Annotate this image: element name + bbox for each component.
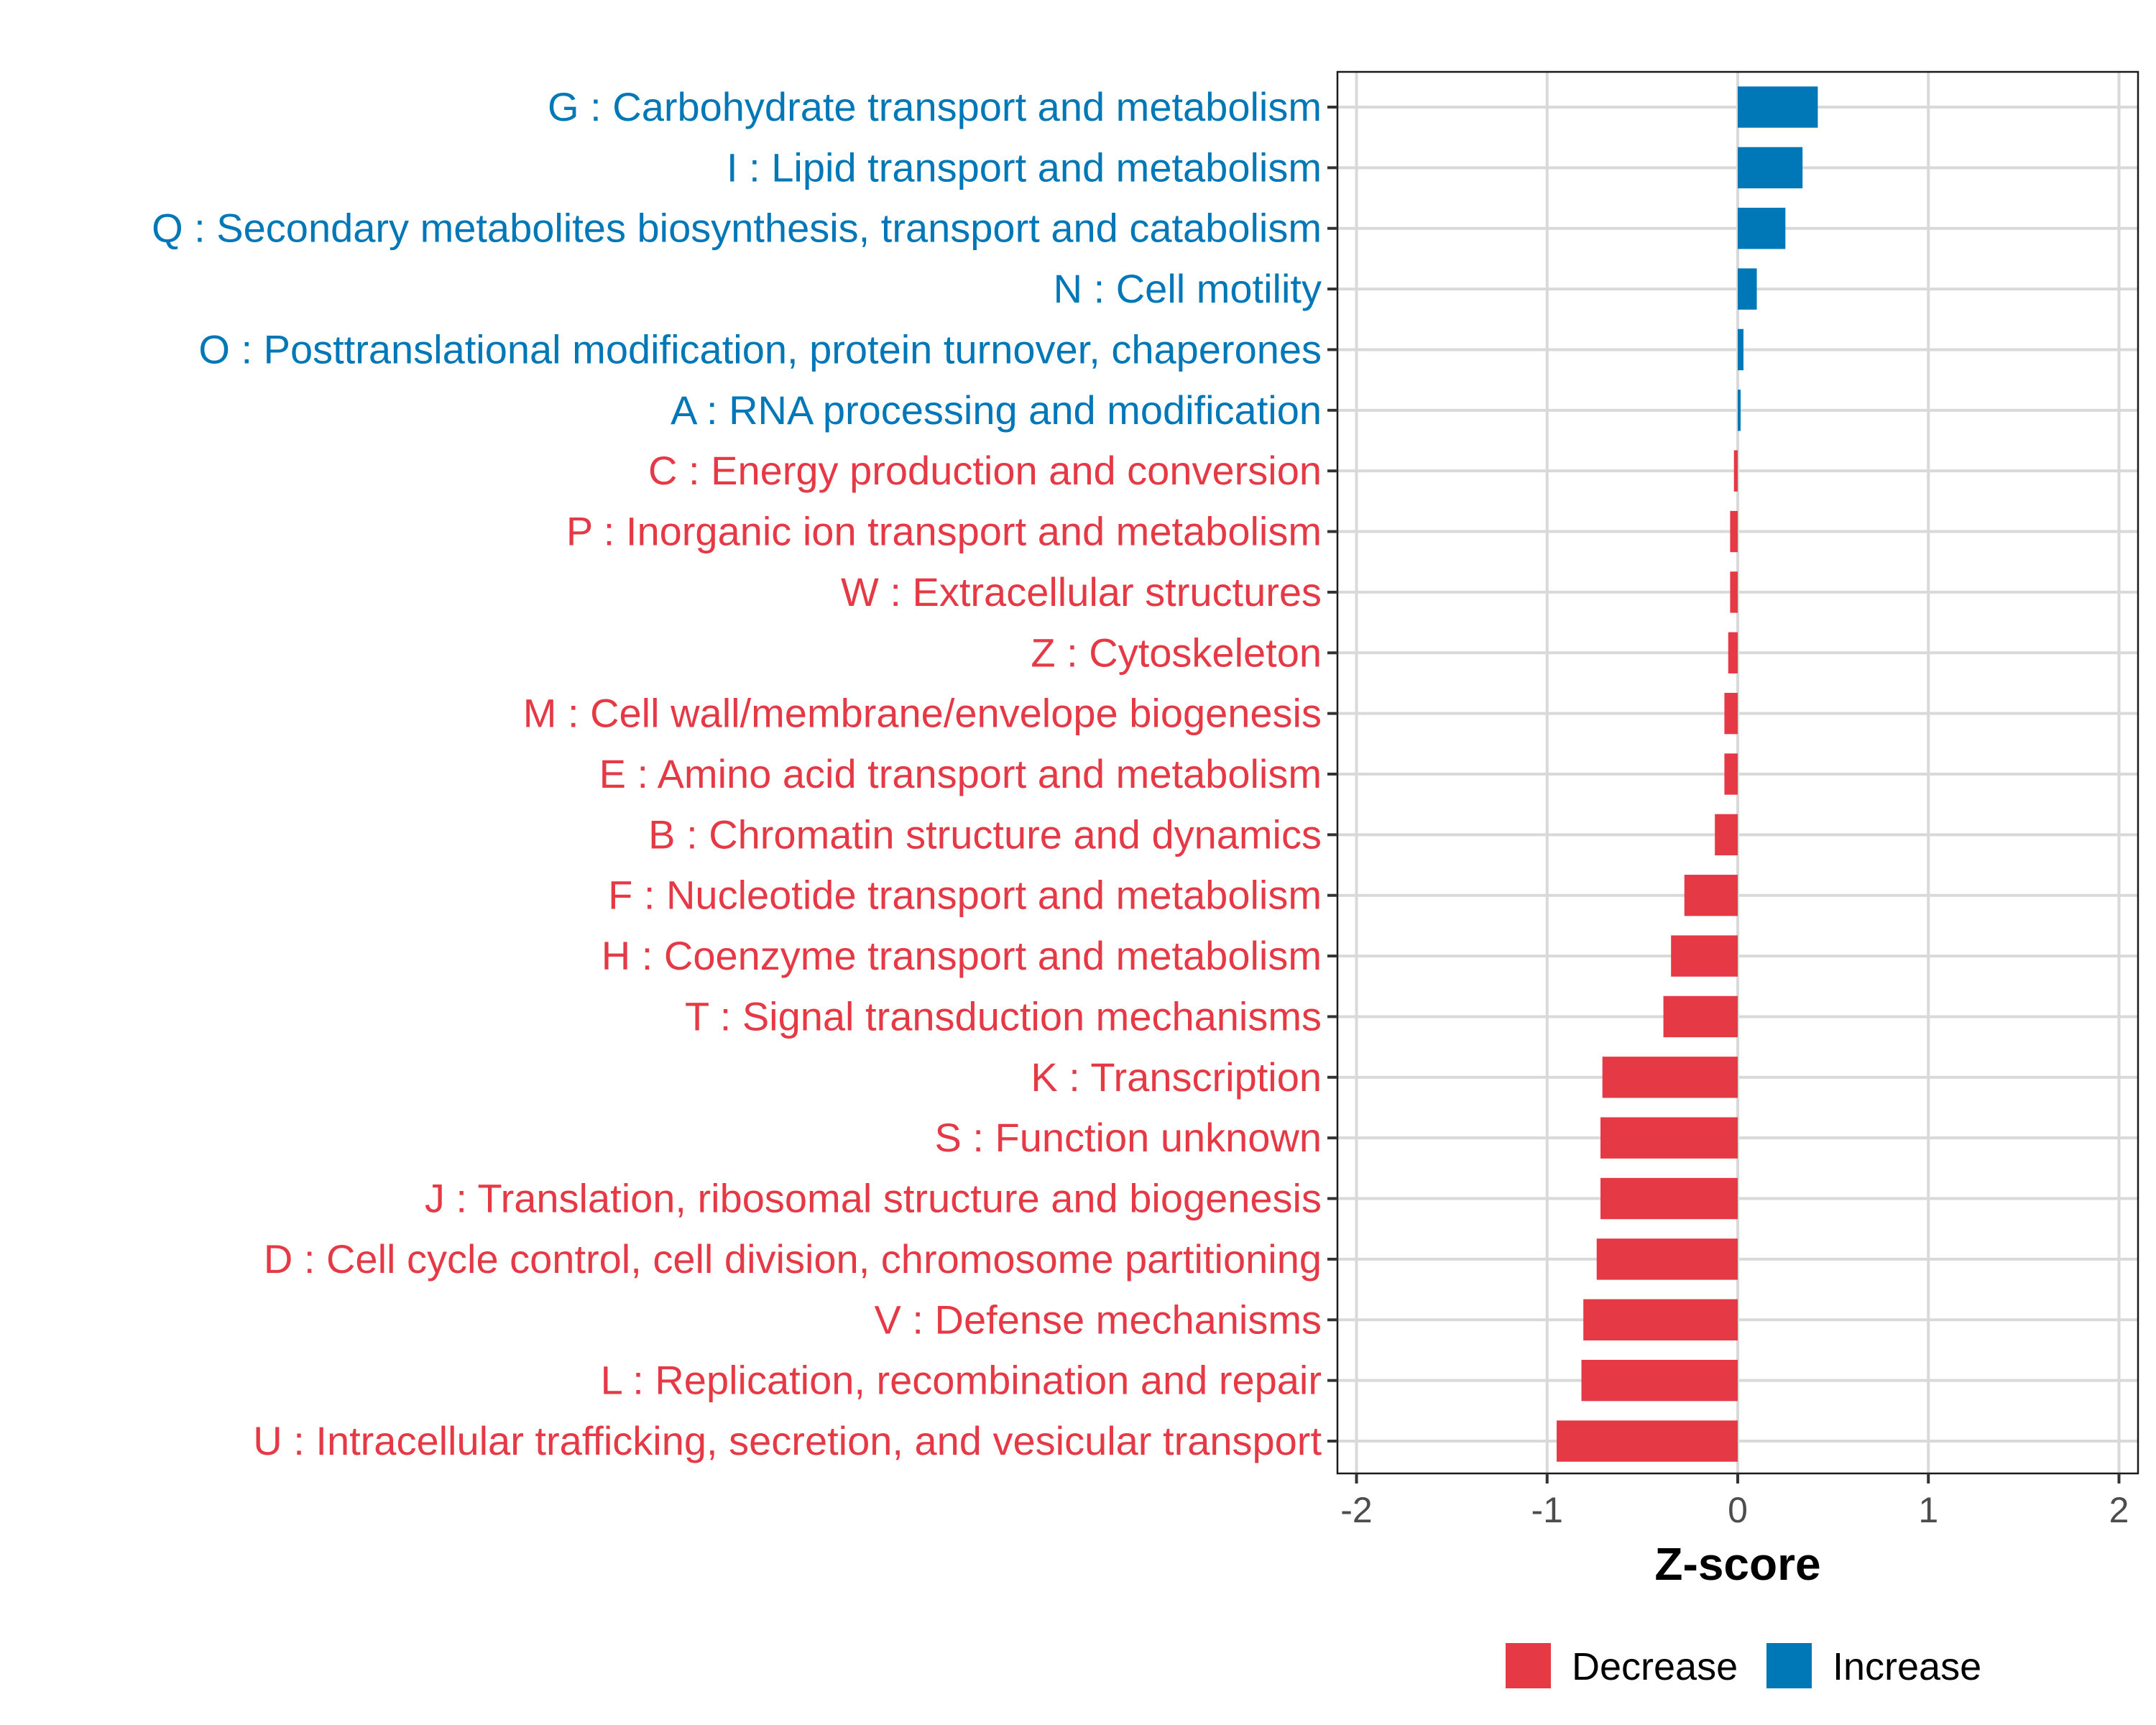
x-tick-label: 1 xyxy=(1918,1490,1938,1530)
y-axis-ticks xyxy=(1327,106,1337,1443)
category-label-k: K : Transcription xyxy=(1031,1054,1322,1100)
category-label-m: M : Cell wall/membrane/envelope biogenes… xyxy=(523,691,1322,736)
category-label-n: N : Cell motility xyxy=(1054,266,1322,311)
bar-p xyxy=(1730,510,1738,553)
bar-s xyxy=(1600,1117,1738,1159)
category-label-i: I : Lipid transport and metabolism xyxy=(727,144,1322,190)
bar-u xyxy=(1557,1420,1738,1462)
bar-h xyxy=(1671,935,1738,977)
category-label-p: P : Inorganic ion transport and metaboli… xyxy=(566,509,1322,554)
x-tick-label: 2 xyxy=(2109,1490,2129,1530)
bar-z xyxy=(1728,632,1738,673)
x-tick-label: -2 xyxy=(1340,1490,1372,1530)
legend-label-increase: Increase xyxy=(1833,1645,1981,1688)
x-tick-label: -1 xyxy=(1531,1490,1563,1530)
bar-a xyxy=(1738,390,1741,431)
legend-swatch-decrease xyxy=(1506,1643,1551,1688)
category-label-s: S : Function unknown xyxy=(934,1115,1322,1160)
category-label-l: L : Replication, recombination and repai… xyxy=(601,1358,1322,1403)
category-label-t: T : Signal transduction mechanisms xyxy=(685,993,1322,1039)
category-label-q: Q : Secondary metabolites biosynthesis, … xyxy=(152,206,1322,251)
bar-w xyxy=(1730,571,1738,613)
category-label-v: V : Defense mechanisms xyxy=(875,1297,1322,1342)
bar-e xyxy=(1724,753,1738,795)
category-label-c: C : Energy production and conversion xyxy=(648,448,1322,493)
category-label-f: F : Nucleotide transport and metabolism xyxy=(608,873,1322,918)
x-axis-ticks: -2 -1 0 1 2 xyxy=(1340,1473,2129,1530)
bar-c xyxy=(1733,450,1738,492)
category-label-j: J : Translation, ribosomal structure and… xyxy=(425,1176,1322,1221)
bar-v xyxy=(1583,1299,1738,1340)
bar-q xyxy=(1738,208,1786,249)
category-label-b: B : Chromatin structure and dynamics xyxy=(648,811,1322,857)
bar-d xyxy=(1596,1238,1738,1280)
bar-f xyxy=(1684,875,1738,916)
bar-j xyxy=(1600,1177,1738,1220)
x-tick-label: 0 xyxy=(1728,1490,1748,1530)
bar-o xyxy=(1738,328,1743,371)
bar-t xyxy=(1663,995,1738,1038)
x-axis-title: Z-score xyxy=(1654,1538,1820,1590)
category-labels: G : Carbohydrate transport and metabolis… xyxy=(152,84,1322,1463)
category-label-h: H : Coenzyme transport and metabolism xyxy=(602,933,1322,978)
category-label-d: D : Cell cycle control, cell division, c… xyxy=(264,1236,1322,1282)
bar-g xyxy=(1738,86,1818,128)
bar-l xyxy=(1581,1359,1738,1402)
bar-n xyxy=(1738,268,1757,310)
category-label-e: E : Amino acid transport and metabolism xyxy=(599,751,1322,796)
category-label-w: W : Extracellular structures xyxy=(841,569,1322,615)
category-label-g: G : Carbohydrate transport and metabolis… xyxy=(548,84,1322,129)
category-label-u: U : Intracellular trafficking, secretion… xyxy=(253,1418,1322,1463)
bar-b xyxy=(1715,814,1738,856)
bar-k xyxy=(1602,1057,1738,1098)
legend-label-decrease: Decrease xyxy=(1572,1645,1738,1688)
bar-i xyxy=(1738,147,1803,189)
legend: Decrease Increase xyxy=(1506,1643,1981,1688)
category-label-a: A : RNA processing and modification xyxy=(671,387,1322,433)
category-label-o: O : Posttranslational modification, prot… xyxy=(198,326,1322,372)
bar-m xyxy=(1724,692,1738,735)
category-label-z: Z : Cytoskeleton xyxy=(1031,630,1322,675)
legend-swatch-increase xyxy=(1766,1643,1812,1688)
bars xyxy=(1557,86,1818,1462)
